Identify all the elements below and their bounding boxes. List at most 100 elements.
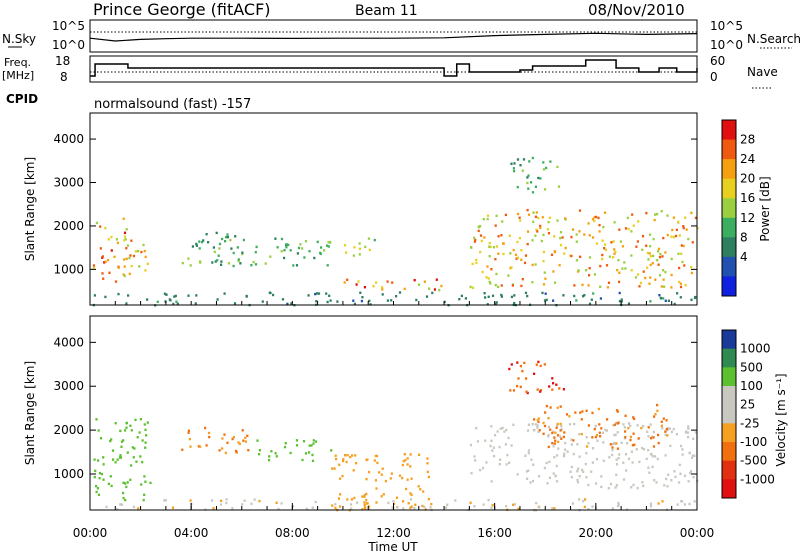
range-gate-cell [115,238,118,241]
range-gate-cell [565,413,569,416]
range-gate-cell [647,426,650,429]
range-gate-cell [549,406,552,409]
range-gate-cell [637,220,640,223]
range-gate-cell [327,245,330,248]
range-gate-cell [652,436,655,439]
range-gate-cell [674,234,678,238]
range-gate-cell [114,422,117,425]
range-gate-cell [622,461,625,464]
range-gate-cell [433,288,436,291]
range-gate-cell [652,254,655,258]
range-gate-cell [328,294,331,297]
range-gate-cell [97,459,100,462]
range-gate-cell [482,218,485,221]
range-gate-cell [615,409,619,412]
nsky-trace [89,32,698,42]
range-gate-cell [95,418,98,421]
range-gate-cell [204,426,207,430]
range-gate-cell [421,504,424,508]
range-gate-cell [602,441,605,444]
range-gate-cell [415,298,418,302]
range-gate-cell [535,363,538,366]
nave-label: Nave [747,65,778,79]
velocity-colorbar-tick: -100 [740,435,767,449]
range-gate-cell [556,406,559,409]
power-colorbar-swatch [722,139,736,160]
range-gate-cell [256,439,259,442]
range-gate-cell [110,249,113,252]
range-gate-cell [232,264,235,268]
power-colorbar-label: Power [dB] [758,176,772,241]
range-gate-cell [526,242,529,246]
ytick-label: 4000 [53,335,84,349]
range-gate-cell [470,472,473,475]
range-gate-cell [510,444,513,447]
range-gate-cell [136,436,139,439]
velocity-colorbar-tick: 25 [740,398,755,412]
range-gate-cell [618,228,621,231]
range-gate-cell [554,431,557,434]
range-gate-cell [104,260,107,263]
range-gate-cell [559,405,562,408]
range-gate-cell [653,415,656,418]
range-gate-cell [458,298,461,301]
range-gate-cell [502,252,505,256]
range-gate-cell [93,294,96,297]
range-gate-cell [684,216,687,219]
range-gate-cell [519,164,522,167]
range-gate-cell [585,476,588,479]
range-gate-cell [639,281,643,285]
range-gate-cell [649,300,652,303]
range-gate-cell [401,476,404,480]
range-gate-cell [527,451,530,455]
range-gate-cell [523,261,527,265]
range-gate-cell [366,502,369,505]
range-gate-cell [381,467,384,470]
range-gate-cell [343,281,346,284]
range-gate-cell [604,243,607,246]
range-gate-cell [344,244,347,247]
range-gate-cell [524,254,528,257]
range-gate-cell [678,280,681,284]
range-gate-cell [568,423,572,426]
range-gate-cell [317,292,321,295]
range-gate-cell [96,487,99,490]
range-gate-cell [446,503,449,506]
velocity-colorbar-swatch [722,404,736,424]
range-gate-cell [426,470,429,474]
range-gate-cell [694,431,697,434]
range-gate-cell [559,429,562,432]
range-gate-cell [381,286,384,289]
range-gate-cell [635,245,638,248]
range-gate-cell [137,249,140,253]
range-gate-cell [226,233,229,236]
range-gate-cell [654,455,657,458]
range-gate-cell [641,446,644,450]
range-gate-cell [532,211,535,214]
range-gate-cell [536,424,539,427]
range-gate-cell [527,429,530,432]
range-gate-cell [369,303,372,306]
range-gate-cell [231,507,234,510]
noise-panel-frame [89,19,698,53]
cpid-label: CPID [6,92,38,106]
range-gate-cell [241,252,244,256]
range-gate-cell [595,482,598,485]
range-gate-cell [543,271,546,274]
range-gate-cell [392,500,395,503]
range-gate-cell [128,272,131,276]
range-gate-cell [373,459,376,462]
range-gate-cell [547,232,551,235]
range-gate-cell [584,498,587,501]
range-gate-cell [189,264,192,267]
range-gate-cell [664,433,667,437]
range-gate-cell [673,470,676,473]
range-gate-cell [389,477,392,480]
range-gate-cell [532,463,535,466]
range-gate-cell [642,425,645,428]
range-gate-cell [386,280,389,283]
range-gate-cell [570,438,573,441]
range-gate-cell [335,457,338,461]
range-gate-cell [592,292,595,295]
